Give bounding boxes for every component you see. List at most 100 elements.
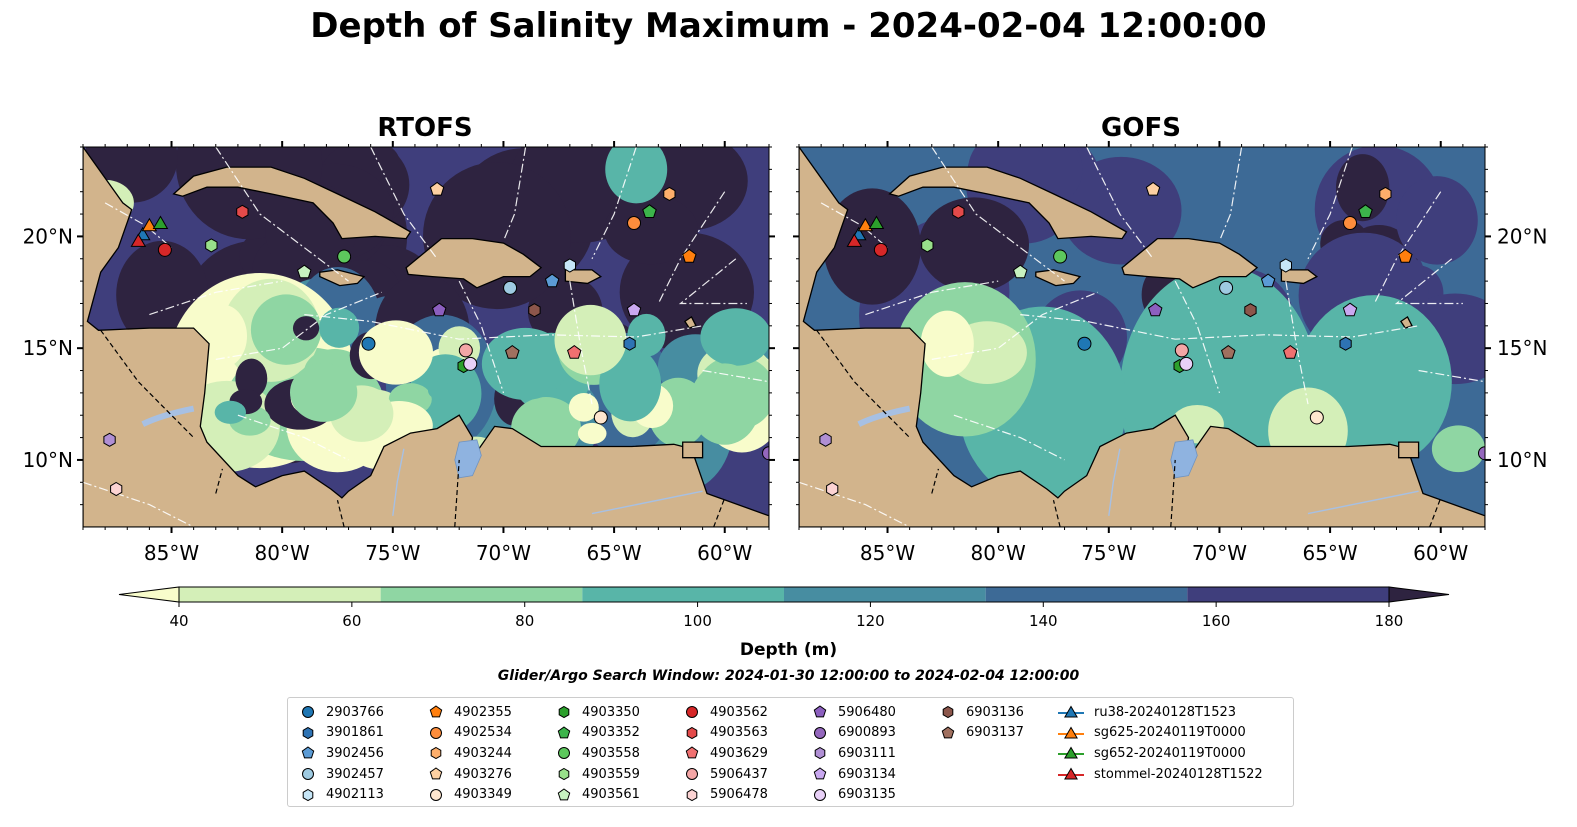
- legend-marker-shape: [942, 706, 954, 719]
- marker-6903137: [505, 344, 520, 359]
- legend-marker-shape: [1064, 726, 1078, 739]
- legend-entry: ru38-20240128T1523: [1058, 702, 1263, 723]
- marker-6903137: [1221, 344, 1236, 359]
- marker-stommel-20240128T1522: [846, 233, 863, 247]
- marker-4902113: [1279, 258, 1292, 273]
- colorbar: 40 60 80 100 120 140 160 180: [118, 586, 1450, 630]
- legend-entry: 4903244: [428, 743, 512, 764]
- legend-marker-shape: [558, 747, 570, 760]
- marker-6903111: [103, 432, 116, 447]
- legend-entry: 5906437: [684, 764, 768, 785]
- legend-marker: [1058, 767, 1084, 780]
- legend-label: 5906478: [710, 787, 768, 803]
- legend-marker: [302, 706, 314, 719]
- marker-5906480: [1148, 302, 1163, 317]
- legend-entry: 6903135: [812, 784, 896, 805]
- legend-label: 6903135: [838, 787, 896, 803]
- legend-marker: [429, 767, 443, 780]
- legend-entry: 4903352: [556, 723, 640, 744]
- legend-column: 4903350 4903352 4903558 4903559 4903561: [556, 702, 640, 805]
- lat-tick-label: 20°N: [23, 224, 73, 248]
- land-central: [799, 147, 1485, 527]
- colorbar-tick-label: 180: [1375, 612, 1404, 630]
- land-trinidad: [682, 441, 704, 459]
- map-frame: [82, 146, 770, 528]
- legend-label: 4903562: [710, 704, 768, 720]
- legend-label: 4903276: [454, 766, 512, 782]
- lat-tick-label: 15°N: [23, 336, 73, 360]
- legend-marker-shape: [814, 726, 826, 739]
- legend-marker: [429, 705, 443, 718]
- legend-marker: [558, 706, 570, 719]
- legend-entry: 6903137: [940, 723, 1024, 744]
- legend-marker: [686, 706, 698, 719]
- colorbar-segment: [380, 587, 583, 602]
- map-panel-gofs: 85°W 80°W 75°W 70°W 65°W 60°W 20°N 15°N 10°N: [793, 141, 1547, 565]
- legend-entry: sg652-20240119T0000: [1058, 743, 1263, 764]
- marker-sg652-20240119T0000: [868, 215, 885, 229]
- legend-marker: [302, 726, 314, 739]
- legend-marker-shape: [430, 747, 442, 760]
- legend-marker-shape: [558, 706, 570, 719]
- legend-marker-shape: [686, 726, 698, 739]
- legend-marker-shape: [429, 705, 443, 718]
- legend-entry: 3901861: [300, 723, 384, 744]
- legend-marker: [686, 768, 698, 781]
- legend-marker-shape: [302, 768, 314, 781]
- legend-entry: sg625-20240119T0000: [1058, 723, 1263, 744]
- lon-tick-label: 70°W: [1192, 541, 1247, 565]
- colorbar-extend-high: [1388, 586, 1450, 603]
- legend-label: 6903136: [966, 704, 1024, 720]
- legend-entry: 4902355: [428, 702, 512, 723]
- marker-sg652-20240119T0000: [152, 215, 169, 229]
- marker-5906437: [458, 343, 473, 358]
- panel-title-gofs: GOFS: [1101, 113, 1181, 143]
- marker-5906480: [432, 302, 447, 317]
- marker-6900893: [762, 446, 769, 461]
- marker-4903563: [236, 204, 249, 219]
- lon-tick-label: 80°W: [255, 541, 310, 565]
- marker-4903352: [1358, 204, 1373, 218]
- legend-entry: 4903558: [556, 743, 640, 764]
- marker-2903766: [361, 336, 376, 351]
- legend-label: 4903563: [710, 725, 768, 741]
- legend-marker-shape: [557, 726, 571, 739]
- search-window-text: Glider/Argo Search Window: 2024-01-30 12…: [497, 668, 1080, 684]
- legend-marker: [814, 747, 826, 760]
- lon-tick-label: 70°W: [476, 541, 531, 565]
- legend-marker-shape: [430, 788, 442, 801]
- legend-label: 4903559: [582, 766, 640, 782]
- legend-label: 3902457: [326, 766, 384, 782]
- land-cuba: [172, 166, 412, 240]
- legend-marker-shape: [813, 767, 827, 780]
- legend-marker-shape: [813, 705, 827, 718]
- legend-marker: [558, 767, 570, 781]
- legend-entry: stommel-20240128T1522: [1058, 764, 1263, 785]
- legend-marker-shape: [302, 706, 314, 719]
- legend-marker: [686, 726, 698, 739]
- colorbar-segment: [179, 587, 381, 602]
- lon-tick-label: 85°W: [860, 541, 915, 565]
- legend-column: 4903562 4903563 4903629 5906437 5906478: [684, 702, 768, 805]
- marker-4903276: [429, 181, 445, 196]
- legend-marker: [814, 788, 826, 801]
- marker-3901861: [623, 336, 636, 351]
- legend-entry: 4903562: [684, 702, 768, 723]
- legend-label: 3901861: [326, 725, 384, 741]
- legend-marker: [430, 747, 442, 760]
- colorbar-segment: [784, 587, 986, 602]
- lat-tick-label: 10°N: [1497, 448, 1547, 472]
- marker-3902457: [503, 280, 518, 295]
- marker-6900893: [1478, 446, 1485, 461]
- marker-4903629: [567, 344, 582, 359]
- marker-4902355: [682, 248, 697, 263]
- legend-marker: [302, 788, 314, 801]
- legend-marker-shape: [301, 746, 315, 759]
- legend-marker: [1058, 705, 1084, 718]
- lake: [1170, 439, 1198, 479]
- legend-marker-shape: [430, 726, 442, 739]
- legend-entry: 5906478: [684, 784, 768, 805]
- marker-4903558: [1053, 249, 1068, 264]
- marker-4903563: [952, 204, 965, 219]
